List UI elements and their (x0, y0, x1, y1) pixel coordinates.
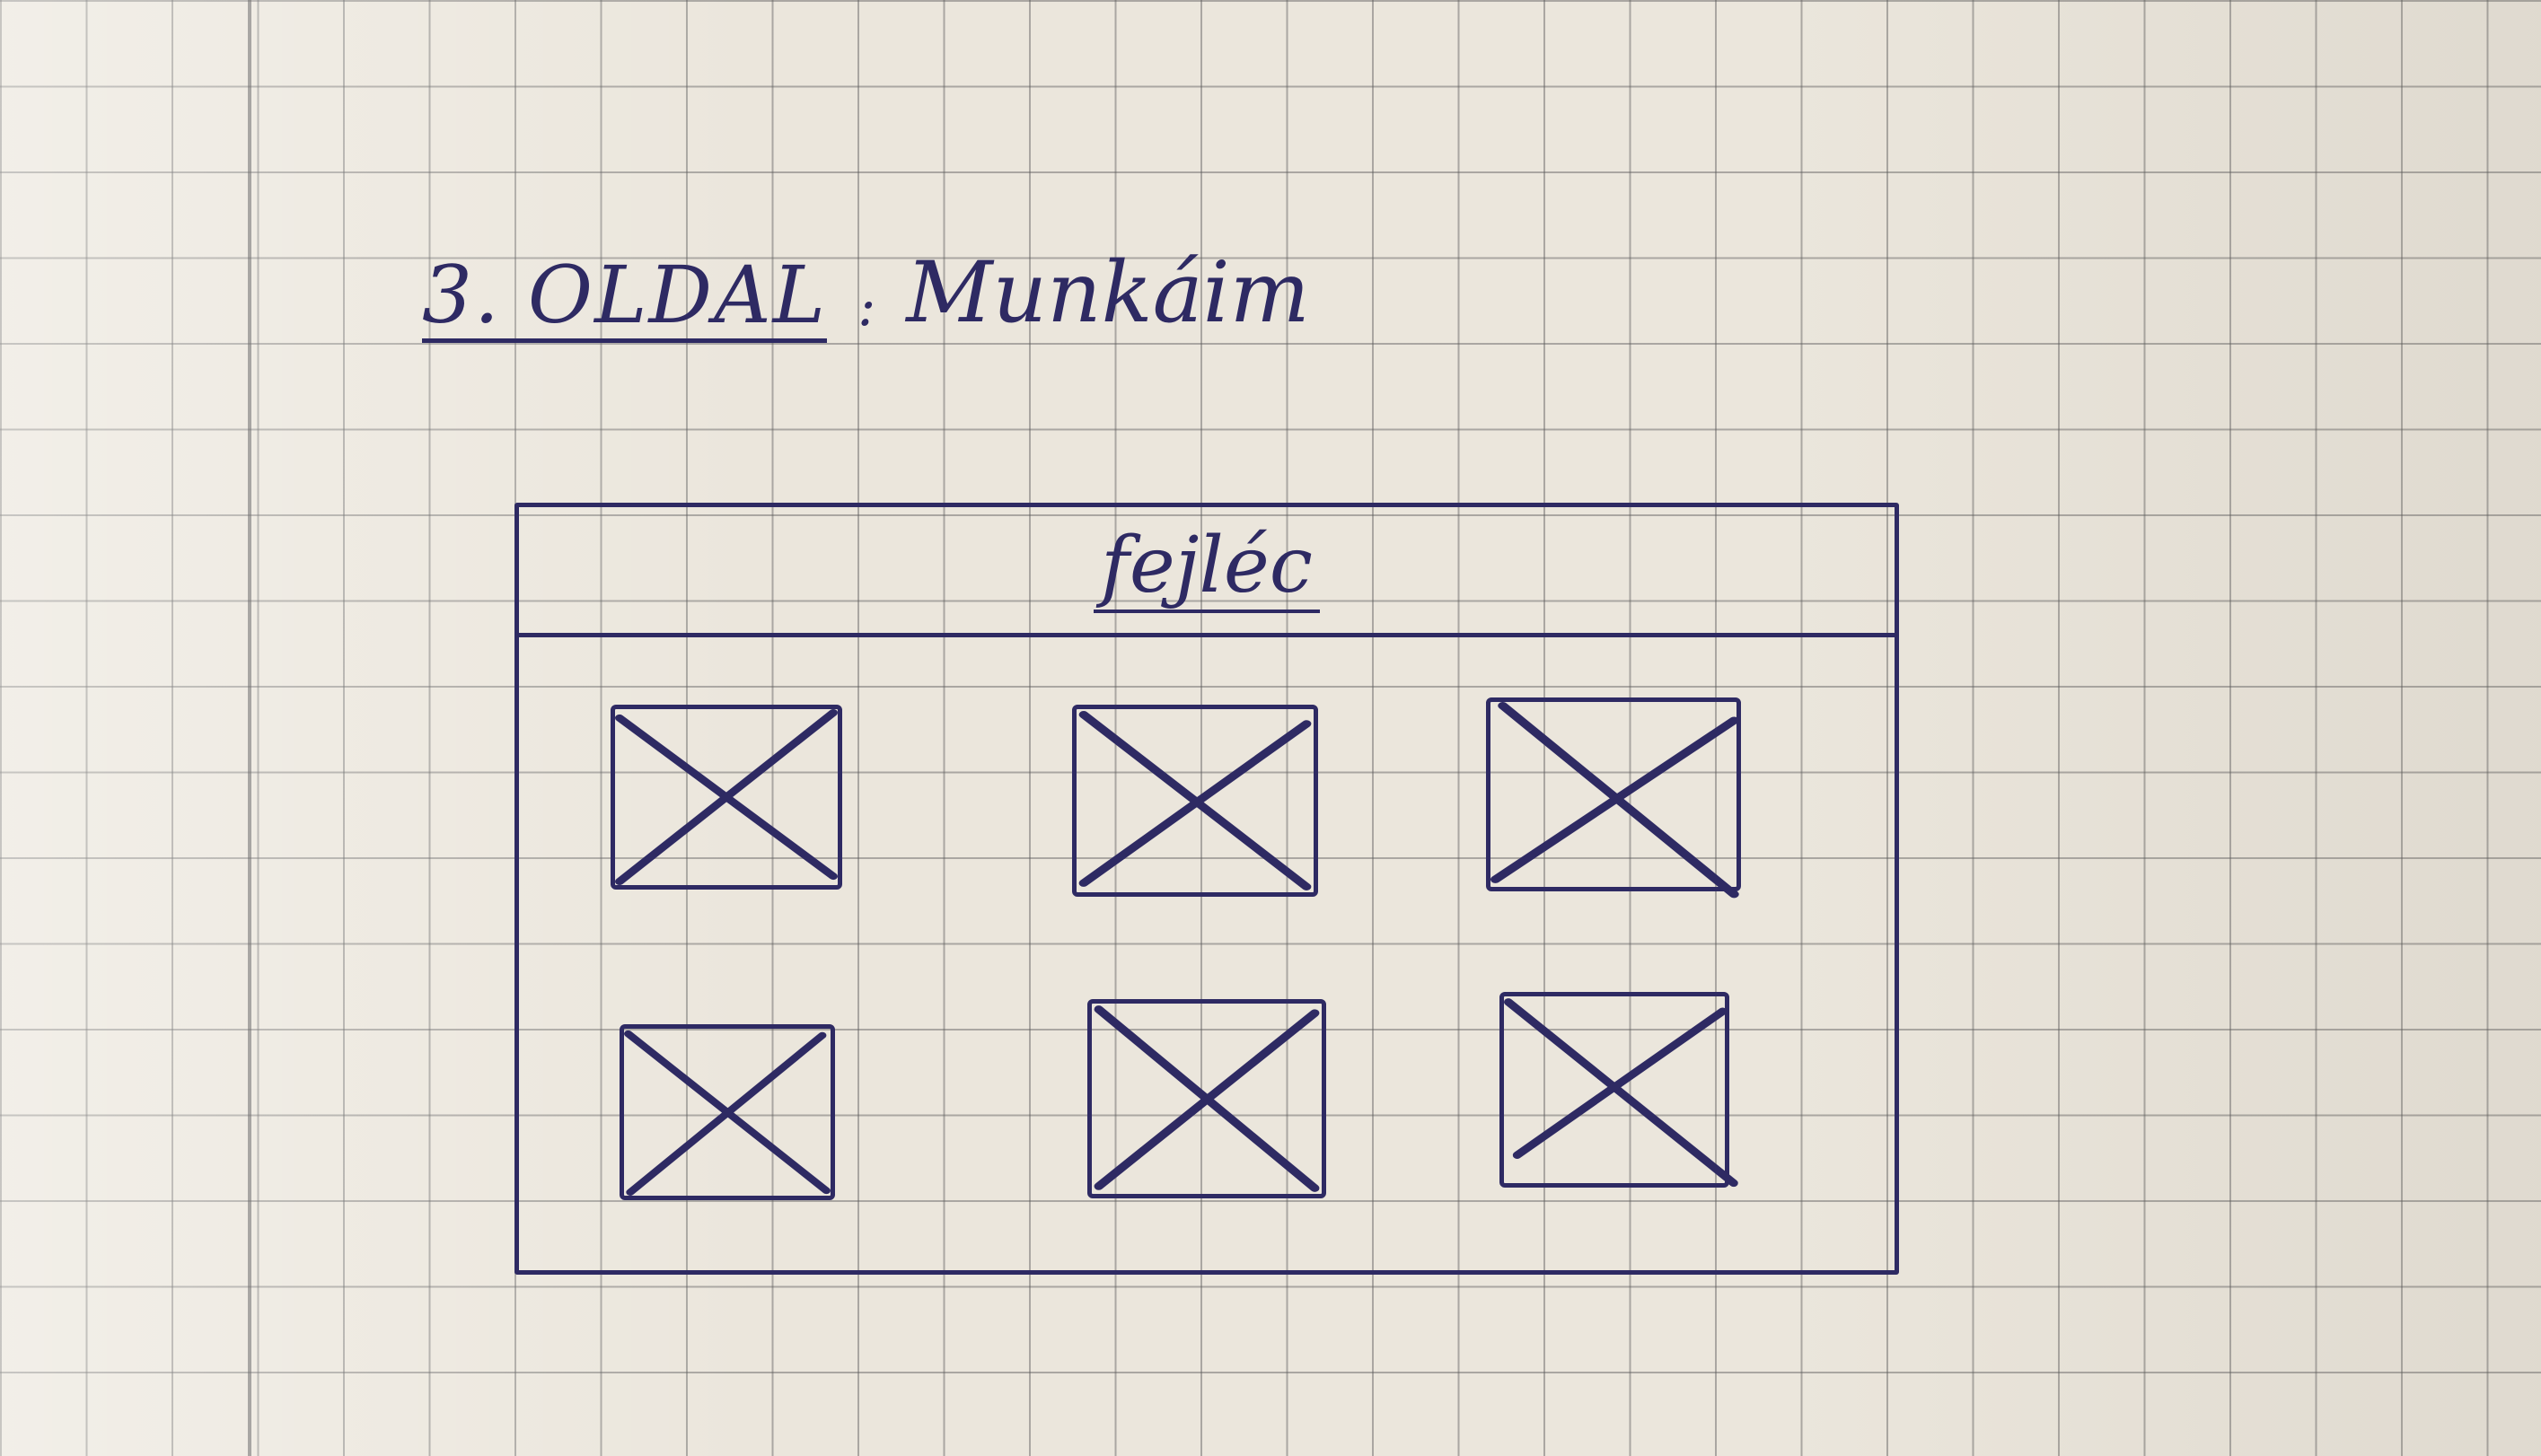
image-placeholder-1 (611, 705, 842, 890)
image-placeholder-cross-icon (1078, 711, 1312, 890)
image-placeholder-cross-icon (1504, 998, 1738, 1188)
wireframe-header: fejléc (519, 507, 1895, 637)
image-placeholder-cross-icon (1094, 1005, 1320, 1192)
page-number-label: 3. OLDAL (422, 249, 828, 343)
wireframe-frame: fejléc (514, 503, 1899, 1275)
page-title: 3. OLDAL : Munkáim (422, 235, 1310, 343)
image-placeholder-cross-icon (615, 709, 838, 885)
image-placeholder-6 (1499, 992, 1738, 1188)
page-name: Munkáim (906, 244, 1310, 342)
image-placeholder-4 (620, 1024, 835, 1200)
paper-margin-line (248, 0, 251, 1456)
image-placeholder-3 (1486, 697, 1741, 899)
title-separator: : (857, 276, 876, 338)
image-placeholder-cross-icon (1490, 702, 1739, 899)
image-placeholder-5 (1087, 999, 1326, 1198)
image-placeholder-cross-icon (624, 1030, 831, 1196)
image-placeholder-2 (1072, 705, 1318, 897)
wireframe-header-label: fejléc (1094, 527, 1320, 613)
